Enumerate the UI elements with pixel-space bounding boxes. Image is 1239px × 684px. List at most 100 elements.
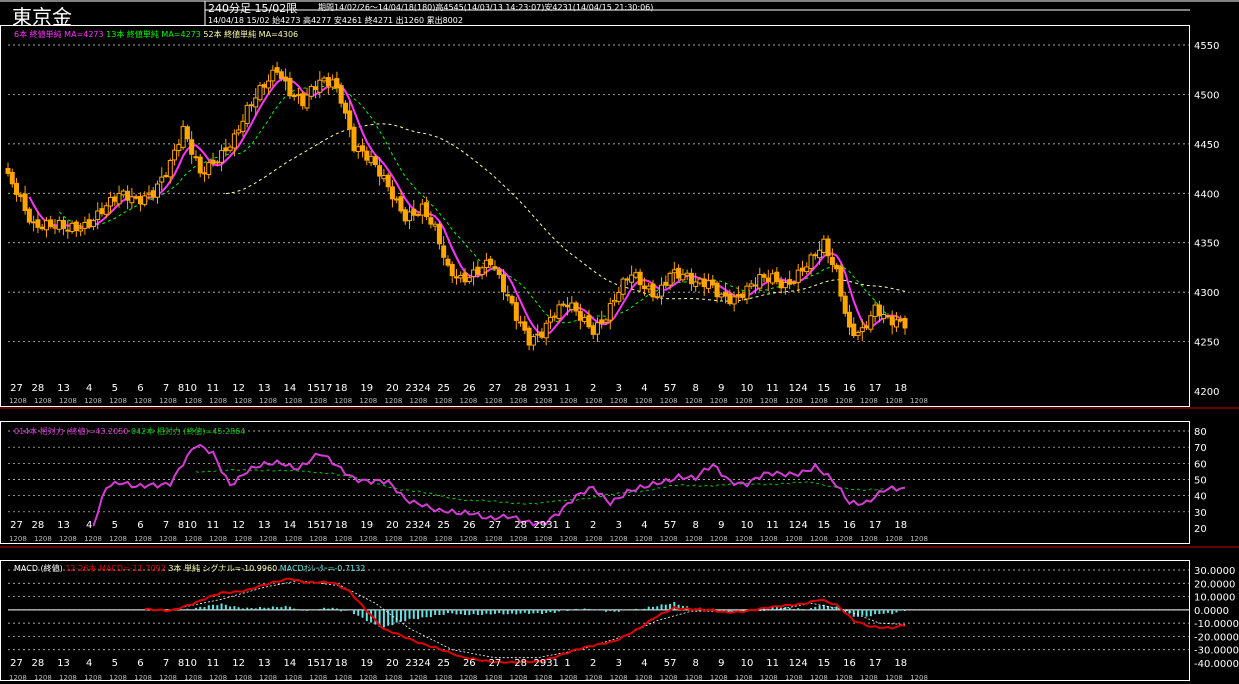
session-tick-label: 1208 [785, 397, 803, 405]
macd-oscillator-bar [241, 608, 244, 610]
macd-oscillator-bar [861, 609, 864, 616]
candle-body [804, 266, 810, 273]
macd-oscillator-bar [553, 609, 556, 613]
macd-oscillator-bar [455, 609, 458, 615]
macd-oscillator-bar [528, 609, 531, 614]
candle-body [795, 269, 801, 283]
macd-oscillator-bar [378, 609, 381, 628]
macd-oscillator-bar [857, 609, 860, 617]
candle-body [488, 258, 494, 266]
session-tick-label: 1208 [510, 397, 528, 405]
macd-oscillator-bar [515, 609, 518, 615]
candle-body [753, 284, 758, 287]
candle-body [684, 272, 690, 276]
candle-body [663, 281, 669, 286]
candle-body [197, 156, 203, 174]
macd-oscillator-bar [733, 609, 736, 611]
session-tick-label: 1208 [735, 397, 753, 405]
macd-oscillator-bar [276, 607, 279, 610]
candle-body [859, 327, 865, 333]
date-tick-label: 2 [590, 520, 596, 531]
macd-oscillator-bar [835, 606, 838, 610]
session-tick-label: 1208 [284, 674, 302, 682]
macd-oscillator-bar [173, 609, 176, 611]
macd-oscillator-bar [459, 609, 462, 615]
rsi-panel-frame [0, 421, 1190, 544]
session-tick-label: 1208 [885, 535, 903, 543]
legend-macd-title: MACD (終値) [14, 564, 63, 573]
candle-body [577, 311, 583, 321]
macd-oscillator-bar [874, 609, 877, 615]
date-tick-label: 28 [32, 383, 45, 394]
date-tick-label: 18 [335, 520, 348, 531]
date-tick-label: 15 [817, 383, 830, 394]
macd-oscillator-bar [340, 609, 343, 612]
macd-oscillator-bar [207, 605, 210, 610]
candle-body [219, 150, 225, 163]
candle-body [65, 229, 71, 232]
candle-body [509, 295, 515, 304]
candle-body [744, 285, 750, 300]
macd-oscillator-bar [728, 609, 731, 612]
candle-body [120, 190, 126, 196]
macd-legend: MACD (終値) 12-26本 MACD=-11.7092 3本 単純 シグナ… [14, 563, 365, 574]
candle-body [701, 278, 707, 288]
candle-body [244, 104, 250, 124]
macd-oscillator-bar [579, 609, 582, 611]
session-tick-label: 1208 [84, 674, 102, 682]
candle-body [56, 219, 62, 230]
date-tick-label: 6 [137, 383, 143, 394]
date-tick-label: 810 [178, 658, 197, 669]
candle-body [445, 258, 451, 266]
date-tick-label: 10 [741, 383, 754, 394]
date-tick-label: 25 [437, 658, 450, 669]
date-tick-label: 1517 [307, 658, 332, 669]
candle-body [590, 325, 596, 335]
price-tick-label: 4300 [1194, 288, 1219, 299]
date-tick-label: 28 [514, 658, 527, 669]
session-tick-label: 1208 [685, 397, 703, 405]
date-tick-label: 2931 [533, 658, 558, 669]
candle-body [227, 146, 233, 151]
candle-body [61, 219, 67, 229]
candle-body [718, 293, 724, 298]
session-tick-label: 1208 [34, 397, 52, 405]
date-tick-label: 28 [514, 520, 527, 531]
price-tick-label: 4250 [1194, 338, 1219, 349]
macd-oscillator-bar [464, 609, 467, 615]
date-tick-label: 18 [335, 383, 348, 394]
macd-tick-label: -30.0000 [1194, 646, 1239, 657]
candle-body [774, 271, 780, 282]
macd-oscillator-bar [886, 609, 889, 613]
session-tick-label: 1208 [835, 397, 853, 405]
candle-body [659, 284, 665, 297]
candle-body [731, 296, 737, 305]
macd-oscillator-bar [237, 607, 240, 610]
macd-oscillator-bar [498, 609, 501, 614]
candle-body [633, 272, 639, 278]
date-tick-label: 13 [258, 520, 271, 531]
candle-body [748, 283, 754, 287]
date-tick-label: 13 [258, 383, 271, 394]
date-tick-label: 3 [616, 658, 622, 669]
candle-body [295, 94, 301, 97]
macd-oscillator-bar [848, 609, 851, 614]
candle-body [372, 156, 378, 166]
candle-body [838, 266, 844, 297]
candle-body [95, 210, 101, 220]
session-tick-label: 1208 [685, 535, 703, 543]
candle-body [475, 266, 481, 275]
candle-body [18, 194, 24, 198]
candle-body [565, 304, 571, 308]
date-tick-label: 2324 [405, 658, 430, 669]
macd-oscillator-bar [669, 603, 672, 610]
candle-body [129, 196, 135, 204]
session-tick-label: 1208 [535, 535, 553, 543]
legend-rsi14: 014本 相対力 (終値)=43.2050 [14, 427, 129, 436]
date-tick-label: 19 [360, 658, 373, 669]
session-tick-label: 1208 [635, 674, 653, 682]
session-tick-label: 1208 [660, 674, 678, 682]
price-tick-label: 4450 [1194, 140, 1219, 151]
candle-body [782, 281, 788, 289]
